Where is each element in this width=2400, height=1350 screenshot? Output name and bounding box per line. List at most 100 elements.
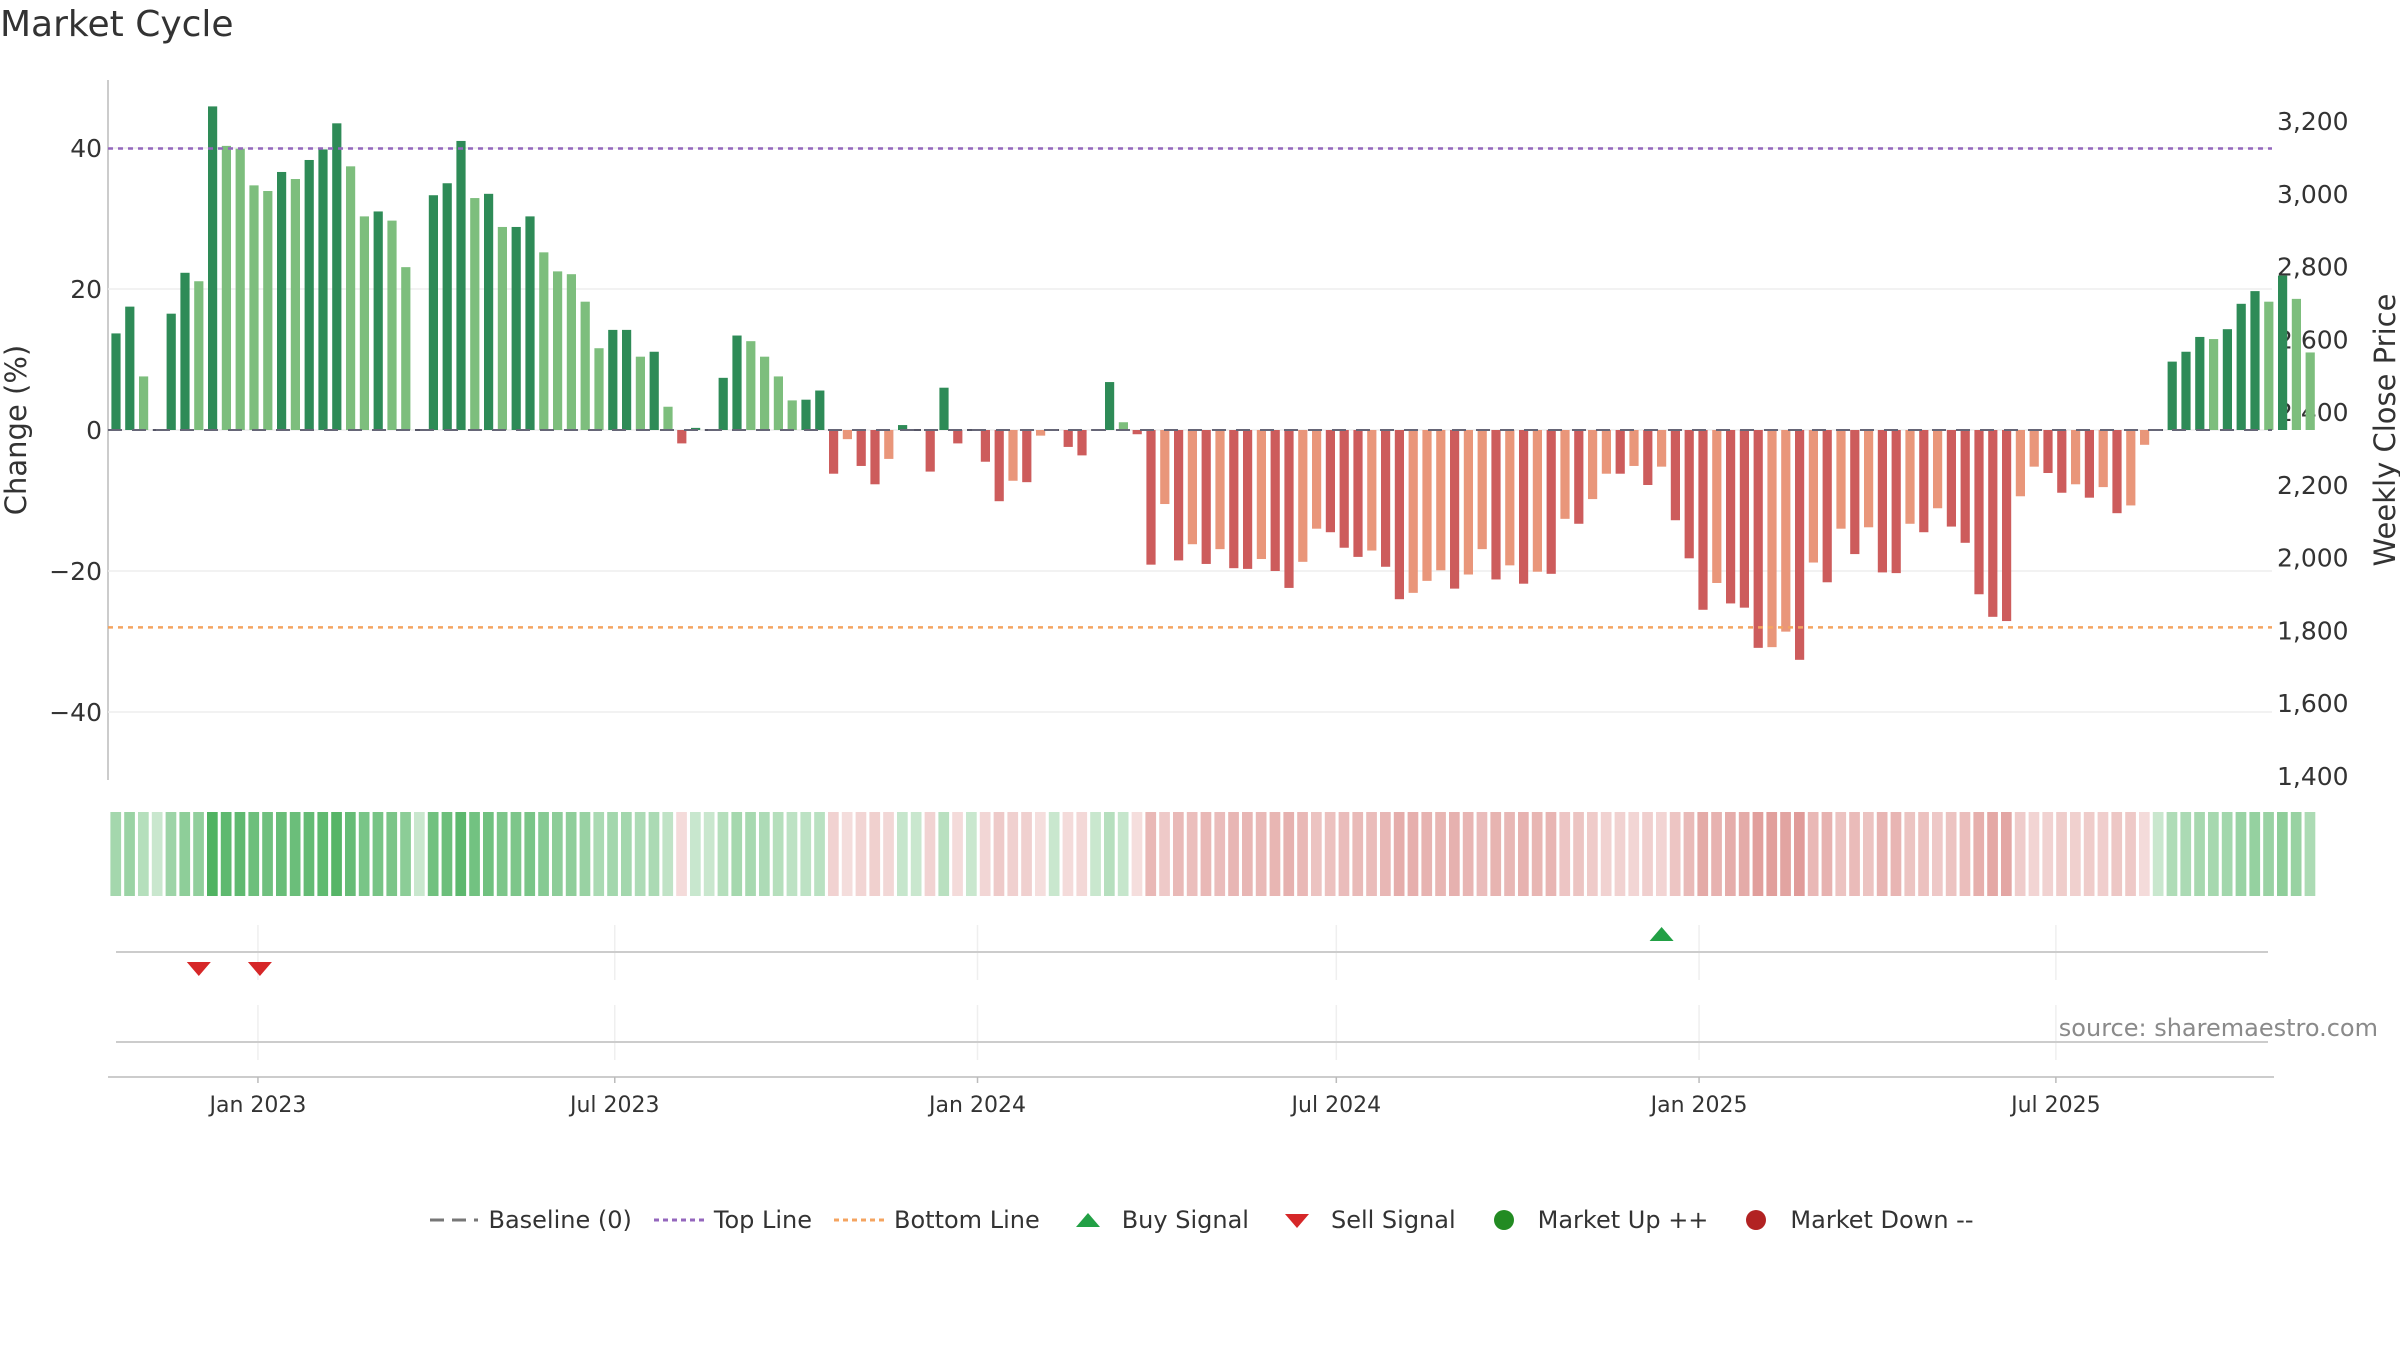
bar bbox=[2015, 430, 2025, 497]
heatmap-cell bbox=[1959, 812, 1971, 896]
heatmap-cell bbox=[759, 812, 770, 896]
bar bbox=[235, 148, 245, 430]
heatmap-cell bbox=[1683, 812, 1695, 896]
heatmap-cell bbox=[1711, 812, 1722, 896]
bar bbox=[428, 195, 438, 430]
heatmap-cell bbox=[220, 812, 232, 896]
heatmap-cell bbox=[855, 812, 867, 896]
heatmap-cell bbox=[869, 812, 881, 896]
legend-label: Market Up ++ bbox=[1537, 1206, 1709, 1234]
heatmap-cell bbox=[455, 812, 467, 896]
legend-symbol bbox=[1746, 1210, 1767, 1230]
heatmap-cell bbox=[1021, 812, 1032, 896]
legend-symbol bbox=[1493, 1210, 1514, 1230]
bar bbox=[125, 306, 135, 430]
bar bbox=[2140, 430, 2150, 445]
heatmap-cell bbox=[1945, 812, 1957, 896]
heatmap-cell bbox=[427, 812, 439, 896]
bar bbox=[1684, 430, 1694, 559]
bar bbox=[1726, 430, 1736, 604]
heatmap-cell bbox=[1145, 812, 1157, 896]
bar bbox=[1118, 422, 1128, 430]
heatmap-cell bbox=[1849, 812, 1860, 896]
bar bbox=[194, 281, 204, 430]
heatmap-cell bbox=[1987, 812, 1998, 896]
bar bbox=[1905, 430, 1915, 524]
bar bbox=[1229, 430, 1239, 569]
legend-item: Buy Signal bbox=[1060, 1206, 1249, 1234]
bar bbox=[760, 356, 770, 430]
bar bbox=[815, 390, 825, 430]
heatmap-cell bbox=[1752, 812, 1764, 896]
bar bbox=[801, 399, 811, 430]
left-tick-label: −20 bbox=[49, 557, 102, 586]
heatmap-cell bbox=[1338, 812, 1350, 896]
bar bbox=[1174, 430, 1184, 561]
heatmap-cell bbox=[1821, 812, 1833, 896]
heatmap-cell bbox=[2139, 812, 2150, 896]
bar bbox=[470, 198, 480, 430]
legend-item: Top Line bbox=[652, 1206, 812, 1234]
heatmap-cell bbox=[1890, 812, 1902, 896]
heatmap-cell bbox=[165, 812, 177, 896]
heatmap-cell bbox=[262, 812, 273, 896]
right-tick-label: 3,200 bbox=[2277, 107, 2349, 136]
heatmap-cell bbox=[414, 812, 425, 896]
heatmap-cell bbox=[2083, 812, 2095, 896]
bar bbox=[346, 166, 356, 430]
heatmap-cell bbox=[1876, 812, 1888, 896]
bar bbox=[2071, 430, 2081, 485]
heatmap-cell bbox=[1311, 812, 1322, 896]
heatmap-cell bbox=[1642, 812, 1653, 896]
source-credit: source: sharemaestro.com bbox=[2058, 1014, 2378, 1042]
bar bbox=[2084, 430, 2094, 498]
legend-symbol bbox=[1075, 1213, 1100, 1227]
heatmap-cell bbox=[1807, 812, 1819, 896]
bar bbox=[539, 252, 549, 430]
bar bbox=[1532, 430, 1542, 572]
bar bbox=[1808, 430, 1818, 563]
bar bbox=[1339, 430, 1349, 548]
heatmap-cell bbox=[1932, 812, 1943, 896]
heatmap-cell bbox=[1531, 812, 1543, 896]
bar bbox=[2291, 298, 2301, 430]
heatmap-cell bbox=[193, 812, 204, 896]
bar bbox=[1505, 430, 1515, 566]
left-axis-title: Change (%) bbox=[0, 345, 33, 515]
legend-label: Baseline (0) bbox=[488, 1206, 632, 1234]
bar bbox=[1381, 430, 1391, 567]
legend-label: Market Down -- bbox=[1790, 1206, 1974, 1234]
heatmap-cell bbox=[1200, 812, 1212, 896]
bar bbox=[1877, 430, 1887, 573]
heatmap-cell bbox=[496, 812, 508, 896]
heatmap-cell bbox=[1173, 812, 1184, 896]
bar bbox=[2126, 430, 2136, 506]
bar bbox=[511, 226, 521, 430]
heatmap-cell bbox=[1214, 812, 1226, 896]
heatmap-cell bbox=[1062, 812, 1074, 896]
chart-title: Market Cycle bbox=[0, 4, 234, 45]
heatmap-cell bbox=[1628, 812, 1640, 896]
bar bbox=[415, 429, 425, 431]
bar bbox=[221, 145, 231, 430]
legend-symbol bbox=[1284, 1214, 1309, 1228]
heatmap-cell bbox=[924, 812, 936, 896]
heatmap-cell bbox=[1573, 812, 1584, 896]
bar bbox=[1795, 430, 1805, 660]
bar bbox=[1698, 430, 1708, 610]
heatmap-cell bbox=[1421, 812, 1433, 896]
heatmap-cell bbox=[1656, 812, 1667, 896]
heatmap-cell bbox=[1918, 812, 1929, 896]
bar bbox=[842, 430, 852, 440]
legend-label: Buy Signal bbox=[1121, 1206, 1249, 1234]
heatmap-cell bbox=[2304, 812, 2316, 896]
heatmap-cell bbox=[289, 812, 301, 896]
right-axis-title: Weekly Close Price bbox=[2368, 294, 2400, 567]
heatmap-cell bbox=[1973, 812, 1985, 896]
bar bbox=[1919, 430, 1929, 533]
bar bbox=[635, 356, 645, 430]
heatmap-cell bbox=[2249, 812, 2261, 896]
bar bbox=[1022, 430, 1032, 483]
bar bbox=[2043, 430, 2053, 474]
bar bbox=[1753, 430, 1763, 648]
